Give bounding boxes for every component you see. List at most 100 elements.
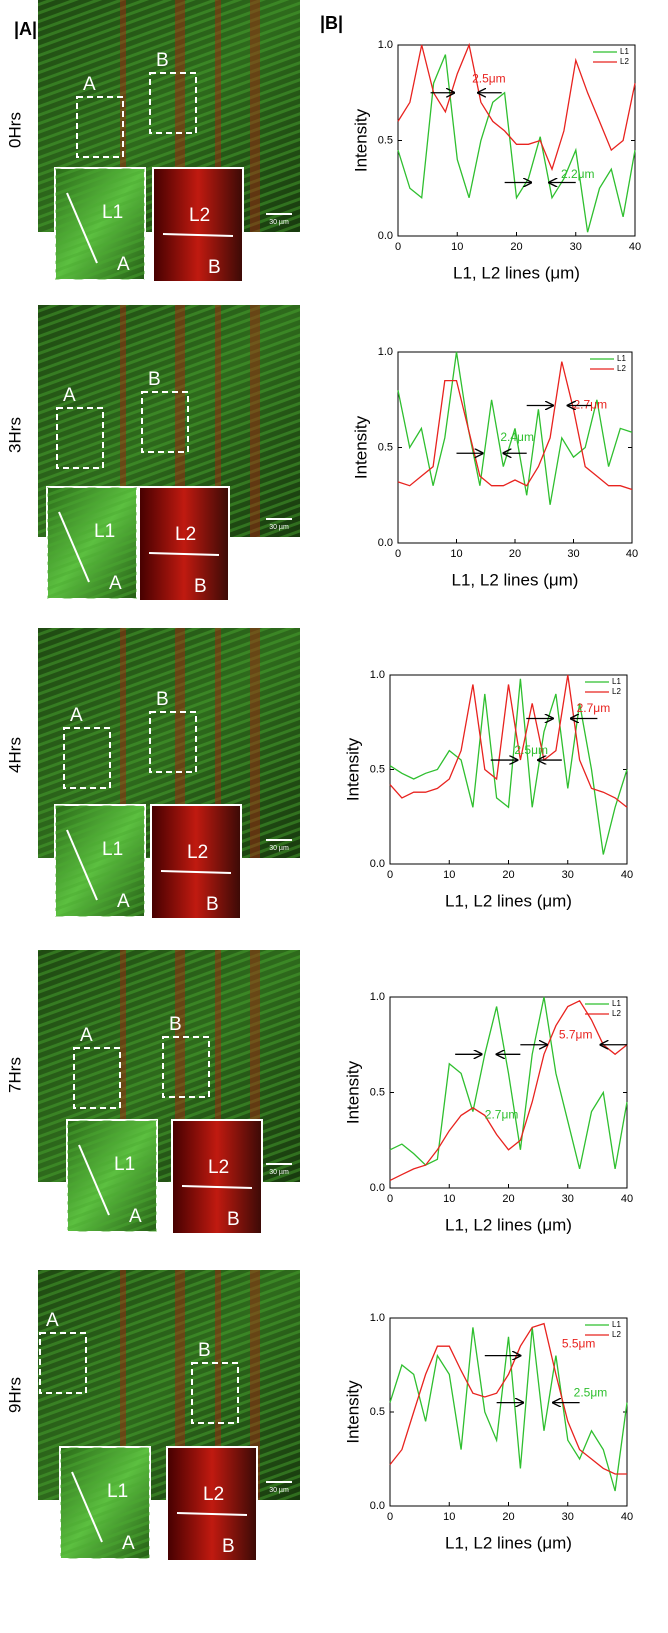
- y-tick-label: 0.0: [370, 858, 385, 870]
- inset-texture: [67, 1120, 157, 1232]
- profile-line: [58, 511, 90, 583]
- annotation: 2.5μm: [514, 743, 548, 757]
- legend-label: L1: [612, 677, 621, 686]
- y-tick-label: 0.0: [378, 537, 393, 549]
- inset: [138, 486, 230, 602]
- y-tick-label: 0.5: [378, 134, 393, 146]
- y-tick-label: 1.0: [378, 346, 393, 358]
- roi-box: [191, 1362, 239, 1424]
- inset-label: A: [109, 573, 122, 594]
- profile-line: [148, 552, 220, 556]
- series-line: [397, 42, 636, 172]
- x-tick-label: 10: [443, 1511, 455, 1523]
- roi-label: B: [156, 689, 169, 710]
- inset: [150, 804, 242, 920]
- x-tick-label: 20: [502, 869, 514, 881]
- x-tick-label: 20: [510, 241, 522, 253]
- y-tick-label: 0.0: [370, 1182, 385, 1194]
- series-line: [397, 361, 633, 491]
- y-tick-label: 0.0: [370, 1500, 385, 1512]
- annotation: 2.2μm: [561, 167, 595, 181]
- plot-frame: [389, 996, 628, 1189]
- red-fiber: [120, 628, 126, 858]
- scale-label: 30 µm: [269, 1169, 289, 1176]
- red-fiber: [215, 1270, 221, 1500]
- series-line: [397, 54, 636, 233]
- y-axis-label: Intensity: [343, 1380, 362, 1444]
- roi-box: [149, 711, 197, 773]
- x-tick-label: 40: [626, 548, 638, 560]
- inset-label: L2: [175, 524, 196, 545]
- inset: [166, 1446, 258, 1562]
- roi-box: [141, 391, 189, 453]
- inset-label: L1: [102, 839, 123, 860]
- scale-label: 30 µm: [269, 1487, 289, 1494]
- profile-line: [66, 829, 98, 901]
- plot-frame: [397, 44, 636, 237]
- profile-line: [66, 192, 98, 264]
- x-tick-label: 0: [395, 548, 401, 560]
- red-fiber: [175, 950, 185, 1182]
- time-label: 4Hrs: [5, 737, 24, 773]
- panel-label: |A|: [14, 19, 37, 39]
- roi-label: B: [198, 1340, 211, 1361]
- y-tick-label: 1.0: [370, 1312, 385, 1324]
- x-tick-label: 10: [443, 869, 455, 881]
- annotation: 5.7μm: [559, 1027, 593, 1041]
- inset-texture: [60, 1447, 150, 1559]
- inset-label: A: [117, 891, 130, 912]
- red-fiber: [175, 0, 185, 232]
- red-fiber: [215, 628, 221, 858]
- x-tick-label: 0: [387, 869, 393, 881]
- legend-label: L2: [620, 57, 629, 66]
- inset-label: L1: [114, 1154, 135, 1175]
- red-fiber: [215, 305, 221, 537]
- legend-label: L1: [612, 1320, 621, 1329]
- annotation: 5.5μm: [562, 1336, 596, 1350]
- x-tick-label: 20: [502, 1511, 514, 1523]
- annotation: 2.5μm: [574, 1385, 608, 1399]
- roi-box: [73, 1047, 121, 1109]
- y-tick-label: 0.5: [370, 763, 385, 775]
- annotation: 2.7μm: [574, 398, 608, 412]
- x-tick-label: 10: [450, 548, 462, 560]
- x-tick-label: 20: [509, 548, 521, 560]
- plot-frame: [397, 351, 633, 544]
- x-tick-label: 40: [621, 1193, 633, 1205]
- red-fiber: [250, 0, 260, 232]
- x-tick-label: 0: [387, 1193, 393, 1205]
- x-axis-label: L1, L2 lines (μm): [445, 1215, 572, 1234]
- time-label: 9Hrs: [5, 1377, 24, 1413]
- inset-texture: [55, 168, 145, 280]
- red-fiber: [120, 305, 126, 537]
- roi-box: [56, 407, 104, 469]
- x-tick-label: 0: [387, 1511, 393, 1523]
- roi-label: B: [169, 1014, 182, 1035]
- legend-label: L1: [617, 354, 626, 363]
- roi-label: A: [70, 705, 83, 726]
- red-fiber: [250, 1270, 260, 1500]
- red-fiber: [250, 950, 260, 1182]
- profile-line: [78, 1144, 110, 1216]
- roi-label: B: [148, 369, 161, 390]
- inset-label: L2: [187, 842, 208, 863]
- series-line: [389, 678, 628, 855]
- red-fiber: [215, 0, 221, 232]
- red-fiber: [250, 305, 260, 537]
- y-axis-label: Intensity: [343, 1060, 362, 1124]
- scale-label: 30 µm: [269, 219, 289, 226]
- inset-texture: [47, 487, 137, 599]
- x-tick-label: 10: [451, 241, 463, 253]
- y-axis-label: Intensity: [343, 737, 362, 801]
- inset-label: L2: [208, 1157, 229, 1178]
- red-fiber: [175, 1270, 185, 1500]
- profile-line: [181, 1185, 253, 1189]
- inset-texture: [55, 805, 145, 917]
- profile-line: [160, 870, 232, 874]
- y-tick-label: 0.0: [378, 230, 393, 242]
- inset: [152, 167, 244, 283]
- x-axis-label: L1, L2 lines (μm): [445, 1533, 572, 1552]
- inset-label: L1: [107, 1481, 128, 1502]
- x-tick-label: 40: [621, 869, 633, 881]
- inset-label: L2: [203, 1484, 224, 1505]
